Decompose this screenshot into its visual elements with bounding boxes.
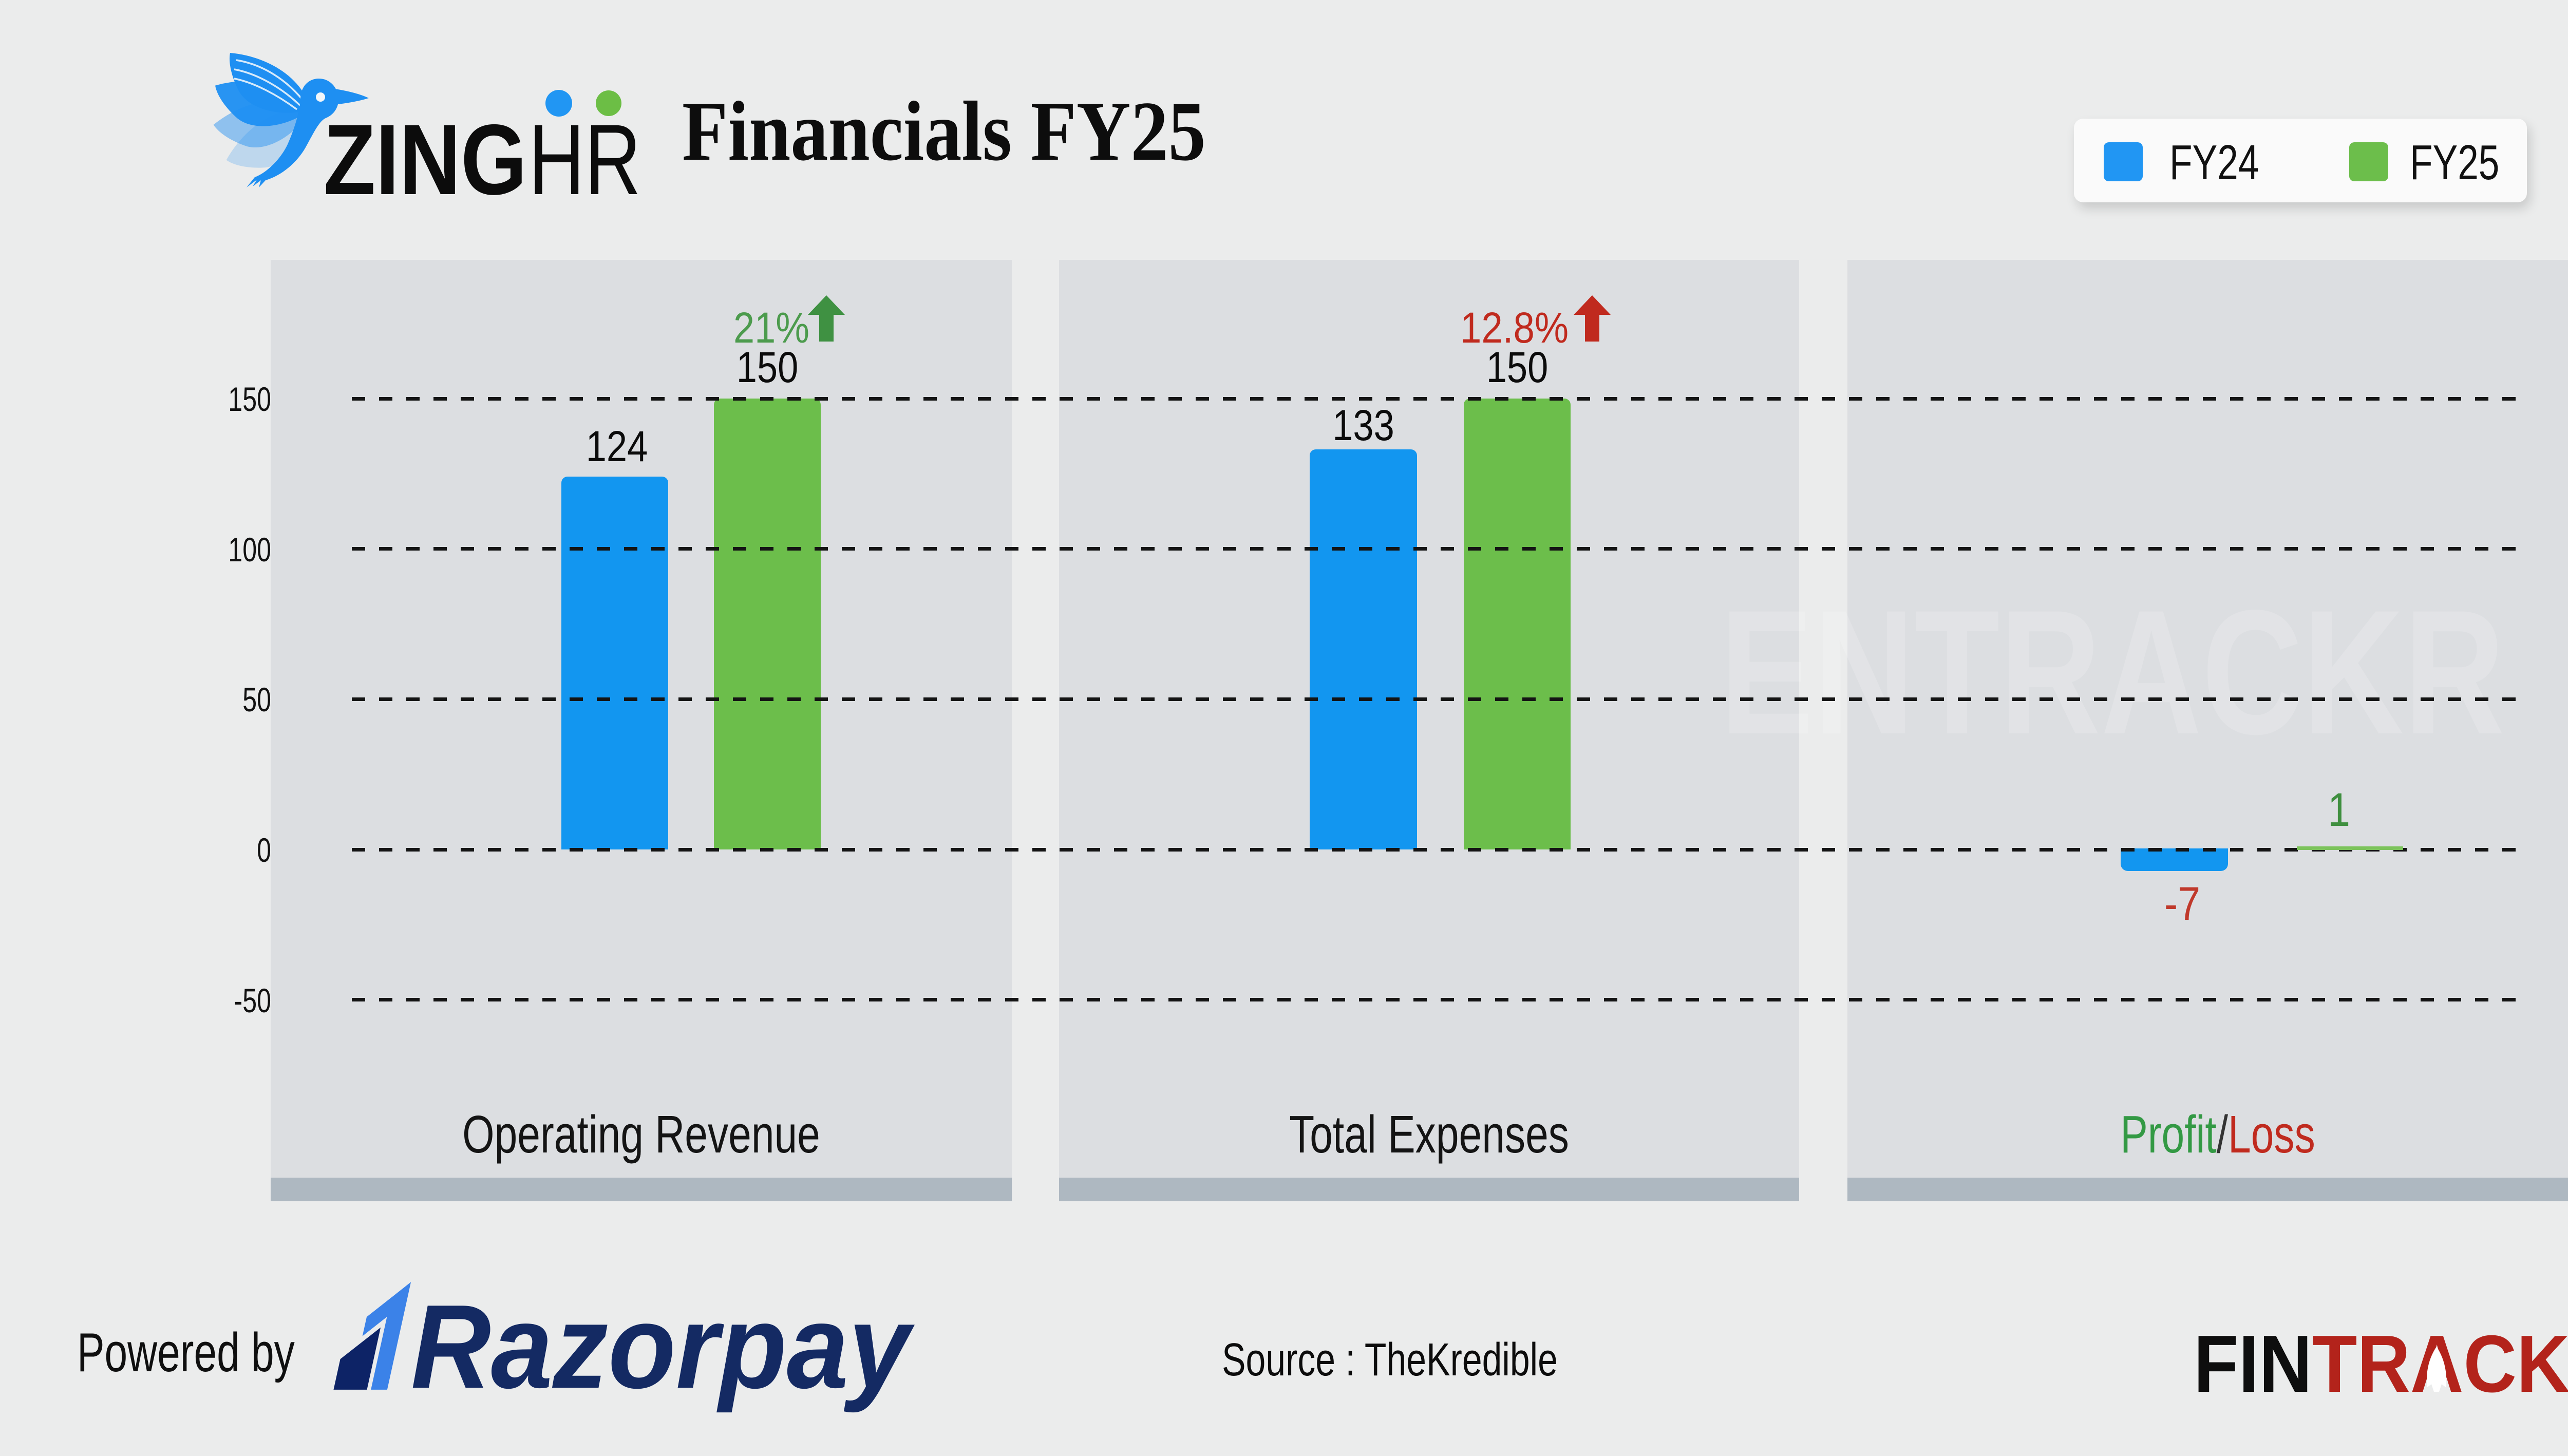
svg-text:FINTRACKR: FINTRACKR <box>2194 1319 2568 1409</box>
svg-text:ZING: ZING <box>324 104 527 198</box>
svg-text:HR: HR <box>528 104 641 198</box>
svg-text:Razorpay: Razorpay <box>411 1280 915 1413</box>
svg-text:ENTRACKR: ENTRACKR <box>1720 574 2505 770</box>
